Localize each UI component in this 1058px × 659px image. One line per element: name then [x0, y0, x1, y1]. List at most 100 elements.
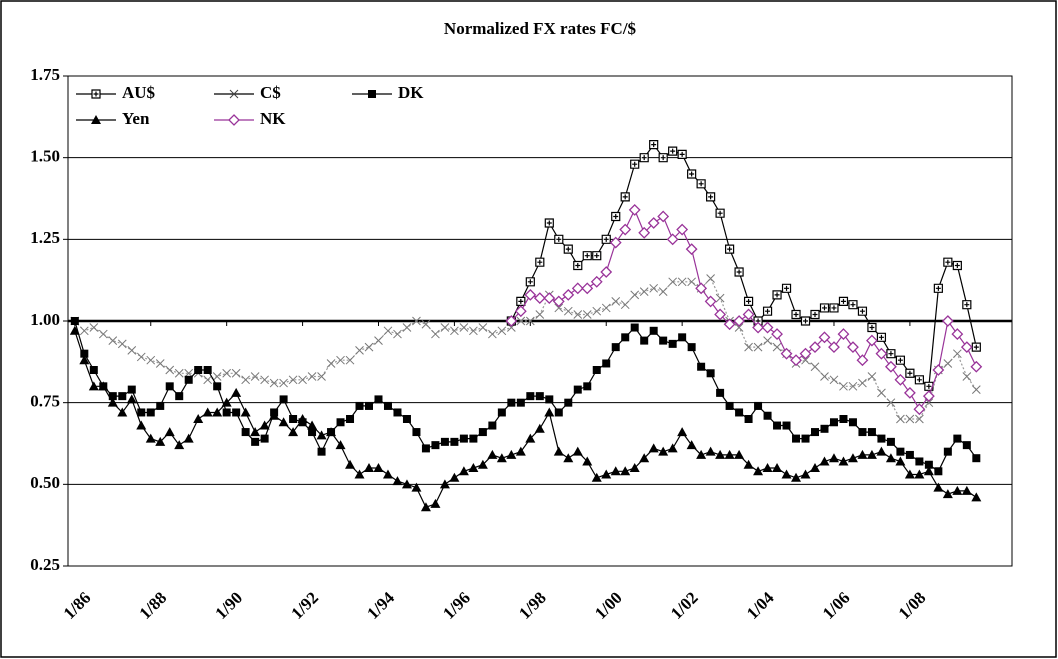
marker — [971, 385, 981, 394]
marker — [848, 381, 858, 391]
marker — [952, 349, 962, 359]
marker — [431, 441, 440, 450]
marker — [514, 305, 527, 318]
marker — [431, 329, 440, 339]
marker — [203, 366, 212, 374]
marker — [478, 323, 488, 332]
marker — [771, 328, 783, 340]
marker — [620, 466, 631, 476]
marker — [545, 395, 554, 404]
marker — [877, 388, 886, 398]
marker — [647, 217, 660, 229]
marker — [886, 437, 895, 446]
marker — [488, 421, 497, 430]
marker — [591, 472, 602, 482]
marker — [792, 434, 801, 443]
marker — [145, 433, 156, 443]
marker — [905, 450, 914, 459]
marker — [611, 343, 620, 352]
marker — [317, 447, 326, 456]
marker — [450, 326, 459, 336]
marker — [592, 251, 602, 261]
marker — [496, 453, 507, 463]
marker — [609, 236, 622, 249]
marker — [411, 482, 422, 492]
marker — [126, 394, 137, 404]
marker — [686, 440, 697, 450]
marker — [421, 444, 430, 453]
marker — [639, 453, 650, 463]
marker — [811, 428, 820, 437]
marker — [658, 446, 669, 456]
marker — [354, 469, 365, 479]
marker — [602, 359, 611, 368]
marker — [165, 382, 174, 391]
marker — [459, 323, 469, 332]
marker — [734, 449, 745, 459]
marker — [553, 446, 564, 456]
legend-marker — [91, 89, 101, 99]
marker — [829, 375, 839, 385]
marker — [165, 365, 175, 375]
marker — [336, 418, 345, 427]
y-tick-label: 0.75 — [30, 392, 60, 411]
marker — [630, 159, 640, 169]
marker — [639, 153, 649, 163]
marker — [212, 372, 222, 381]
marker — [439, 479, 450, 489]
legend-label: AU$ — [122, 83, 156, 102]
marker — [183, 433, 194, 443]
marker — [782, 421, 791, 430]
marker — [98, 381, 109, 391]
marker — [781, 283, 792, 293]
marker — [279, 378, 288, 388]
marker — [515, 446, 526, 456]
marker — [894, 373, 907, 386]
marker — [279, 395, 288, 404]
marker — [706, 274, 715, 283]
marker — [213, 382, 222, 391]
marker — [307, 420, 318, 430]
marker — [666, 233, 679, 246]
marker — [915, 414, 924, 424]
marker — [810, 463, 821, 472]
marker — [905, 368, 915, 378]
marker — [573, 310, 583, 319]
marker — [374, 395, 383, 404]
marker — [685, 243, 698, 256]
marker — [952, 485, 963, 495]
y-tick-label: 0.50 — [30, 473, 60, 492]
marker — [600, 266, 613, 278]
marker — [724, 244, 735, 254]
y-tick-label: 1.00 — [30, 310, 60, 329]
marker — [960, 341, 973, 354]
marker — [269, 378, 279, 388]
marker — [402, 323, 412, 332]
marker — [393, 408, 402, 417]
marker — [818, 331, 831, 344]
marker — [923, 466, 934, 476]
marker — [525, 277, 535, 287]
marker — [810, 362, 820, 372]
marker — [638, 226, 651, 239]
marker — [554, 303, 564, 313]
legend-label: DK — [398, 83, 424, 102]
marker — [601, 469, 612, 479]
marker — [687, 169, 697, 179]
marker — [478, 428, 487, 437]
marker — [942, 489, 953, 499]
marker — [516, 296, 526, 306]
marker — [194, 366, 203, 374]
marker — [867, 322, 877, 333]
marker — [412, 316, 421, 326]
marker — [667, 443, 678, 453]
marker — [108, 336, 118, 345]
marker — [136, 420, 147, 430]
marker — [678, 333, 687, 342]
y-tick-label: 0.25 — [30, 555, 60, 574]
series-line — [74, 277, 977, 420]
marker — [534, 423, 545, 433]
marker — [886, 398, 896, 408]
marker — [744, 342, 753, 352]
marker — [250, 427, 261, 437]
